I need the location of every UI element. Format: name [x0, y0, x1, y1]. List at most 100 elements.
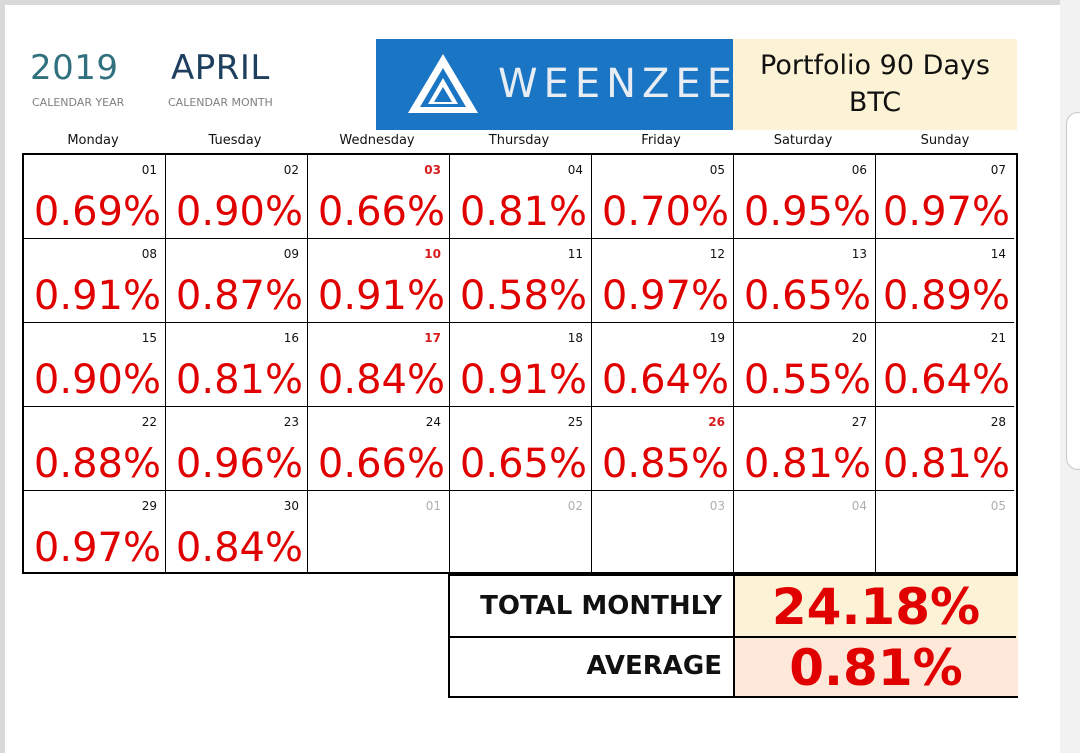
daily-return-value: 0.58%	[459, 273, 587, 319]
daily-return-value: 0.88%	[33, 441, 161, 487]
calendar-day-cell: 11 0.58%	[450, 239, 592, 323]
calendar-day-cell: 24 0.66%	[308, 407, 450, 491]
calendar-day-cell: 10 0.91%	[308, 239, 450, 323]
day-number: 20	[851, 331, 867, 345]
calendar-day-cell: 19 0.64%	[592, 323, 734, 407]
calendar-day-cell: 17 0.84%	[308, 323, 450, 407]
calendar-day-cell: 25 0.65%	[450, 407, 592, 491]
calendar-day-cell: 02 0.90%	[166, 155, 308, 239]
daily-return-value: 0.97%	[601, 273, 729, 319]
day-number: 27	[851, 415, 867, 429]
portfolio-title-box: Portfolio 90 Days BTC	[733, 39, 1017, 130]
day-number: 17	[424, 331, 441, 345]
daily-return-value: 0.65%	[459, 441, 587, 487]
daily-return-value: 0.97%	[33, 525, 161, 571]
daily-return-value: 0.90%	[175, 189, 303, 235]
daily-return-value: 0.64%	[882, 357, 1010, 403]
calendar-day-cell: 18 0.91%	[450, 323, 592, 407]
day-number: 14	[990, 247, 1006, 261]
daily-return-value: 0.96%	[175, 441, 303, 487]
day-number: 04	[851, 499, 867, 513]
daily-return-value: 0.66%	[317, 441, 445, 487]
calendar-day-cell: 04 0.81%	[450, 155, 592, 239]
daily-return-value: 0.81%	[175, 357, 303, 403]
weekday-header-friday: Friday	[641, 133, 681, 148]
calendar-day-cell: 27 0.81%	[734, 407, 876, 491]
calendar-day-cell: 15 0.90%	[24, 323, 166, 407]
calendar-day-cell: 21 0.64%	[876, 323, 1014, 407]
calendar-year-caption: CALENDAR YEAR	[32, 96, 125, 109]
day-number: 01	[425, 499, 441, 513]
summary-table: TOTAL MONTHLY 24.18% AVERAGE 0.81%	[448, 574, 1018, 698]
day-number: 01	[141, 163, 157, 177]
daily-return-value: 0.91%	[33, 273, 161, 319]
calendar-day-cell: 03	[592, 491, 734, 572]
calendar-day-cell: 01 0.69%	[24, 155, 166, 239]
weenzee-logo-icon	[408, 54, 478, 113]
daily-return-value: 0.65%	[743, 273, 871, 319]
weenzee-logo-banner: WEENZEE	[376, 39, 733, 130]
day-number: 03	[709, 499, 725, 513]
day-number: 15	[141, 331, 157, 345]
daily-return-value: 0.69%	[33, 189, 161, 235]
average-label: AVERAGE	[586, 651, 722, 681]
daily-return-value: 0.64%	[601, 357, 729, 403]
daily-return-value: 0.95%	[743, 189, 871, 235]
daily-return-value: 0.91%	[317, 273, 445, 319]
day-number: 10	[424, 247, 441, 261]
calendar-day-cell: 05	[876, 491, 1014, 572]
daily-return-value: 0.91%	[459, 357, 587, 403]
day-number: 02	[283, 163, 299, 177]
calendar-day-cell: 03 0.66%	[308, 155, 450, 239]
weekday-header-thursday: Thursday	[488, 133, 550, 148]
scroll-handle[interactable]	[1066, 112, 1080, 470]
weekday-header-saturday: Saturday	[773, 133, 833, 148]
day-number: 05	[990, 499, 1006, 513]
day-number: 16	[283, 331, 299, 345]
day-number: 13	[851, 247, 867, 261]
daily-return-value: 0.90%	[33, 357, 161, 403]
day-number: 12	[709, 247, 725, 261]
calendar-day-cell: 30 0.84%	[166, 491, 308, 572]
summary-divider-vertical	[733, 576, 735, 696]
calendar-day-cell: 09 0.87%	[166, 239, 308, 323]
calendar-month: APRIL	[171, 48, 270, 88]
day-number: 04	[567, 163, 583, 177]
day-number: 09	[283, 247, 299, 261]
daily-return-value: 0.70%	[601, 189, 729, 235]
day-number: 19	[709, 331, 725, 345]
calendar-day-cell: 07 0.97%	[876, 155, 1014, 239]
day-number: 22	[141, 415, 157, 429]
window-frame-top	[0, 0, 1080, 5]
window-frame-left	[0, 0, 5, 753]
daily-return-value: 0.84%	[317, 357, 445, 403]
day-number: 24	[425, 415, 441, 429]
day-number: 02	[567, 499, 583, 513]
daily-return-value: 0.89%	[882, 273, 1010, 319]
weekday-header-wednesday: Wednesday	[339, 133, 415, 148]
calendar-day-cell: 23 0.96%	[166, 407, 308, 491]
day-number: 29	[141, 499, 157, 513]
calendar-day-cell: 02	[450, 491, 592, 572]
calendar-day-cell: 05 0.70%	[592, 155, 734, 239]
calendar-day-cell: 29 0.97%	[24, 491, 166, 572]
calendar-year: 2019	[30, 48, 119, 88]
day-number: 07	[990, 163, 1006, 177]
day-number: 11	[567, 247, 583, 261]
total-value-background	[734, 576, 1018, 637]
calendar-day-cell: 01	[308, 491, 450, 572]
calendar-day-cell: 12 0.97%	[592, 239, 734, 323]
day-number: 25	[567, 415, 583, 429]
calendar-day-cell: 16 0.81%	[166, 323, 308, 407]
weekday-header-tuesday: Tuesday	[208, 133, 262, 148]
calendar-day-cell: 08 0.91%	[24, 239, 166, 323]
day-number: 23	[283, 415, 299, 429]
daily-return-value: 0.81%	[882, 441, 1010, 487]
calendar-day-cell: 13 0.65%	[734, 239, 876, 323]
total-monthly-value: 24.18%	[771, 578, 981, 636]
day-number: 05	[709, 163, 725, 177]
day-number: 21	[990, 331, 1006, 345]
day-number: 28	[990, 415, 1006, 429]
daily-return-value: 0.55%	[743, 357, 871, 403]
weekday-header-sunday: Sunday	[920, 133, 970, 148]
